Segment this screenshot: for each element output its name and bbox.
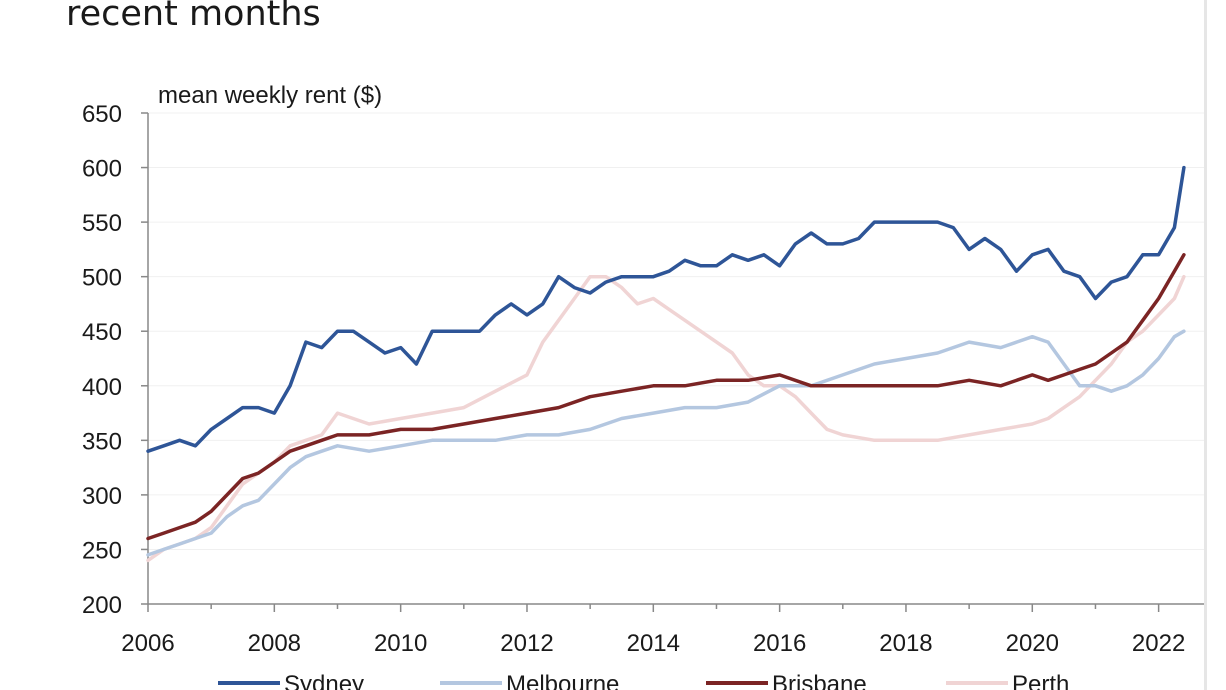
x-tick-label: 2012	[500, 630, 553, 657]
y-tick-label: 500	[82, 265, 122, 292]
axes	[141, 112, 1206, 612]
series-line-sydney	[146, 165, 1186, 453]
x-tick-label: 2020	[1006, 630, 1059, 657]
series-line-melbourne	[146, 329, 1186, 557]
legend-label-melbourne: Melbourne	[506, 671, 619, 690]
right-scroll-edge	[1204, 0, 1226, 690]
y-tick-label: 250	[82, 537, 122, 564]
grid-lines	[148, 112, 1206, 550]
y-tick-label: 550	[82, 210, 122, 237]
y-tick-label: 200	[82, 592, 122, 619]
y-tick-labels: 200 250 300 350 400 450 500 550 600 650	[82, 101, 122, 619]
series-lines	[146, 165, 1186, 563]
legend-label-brisbane: Brisbane	[772, 671, 867, 690]
x-tick-labels: 2006 2008 2010 2012 2014 2016 2018 2020 2022	[121, 630, 1185, 657]
x-tick-label: 2018	[879, 630, 932, 657]
x-tick-label: 2022	[1132, 630, 1185, 657]
x-tick-label: 2010	[374, 630, 427, 657]
x-tick-label: 2016	[753, 630, 806, 657]
series-line-perth	[146, 274, 1186, 563]
series-line-brisbane	[146, 253, 1186, 541]
y-tick-label: 350	[82, 428, 122, 455]
legend-label-sydney: Sydney	[284, 671, 364, 690]
legend-label-perth: Perth	[1012, 671, 1069, 690]
y-axis-label: mean weekly rent ($)	[158, 82, 382, 109]
x-tick-label: 2006	[121, 630, 174, 657]
legend: Sydney Melbourne Brisbane Perth	[218, 671, 1069, 690]
x-tick-label: 2008	[248, 630, 301, 657]
y-tick-label: 400	[82, 374, 122, 401]
chart-title-fragment: recent months	[66, 0, 321, 34]
x-tick-label: 2014	[627, 630, 680, 657]
y-tick-label: 450	[82, 319, 122, 346]
y-tick-label: 600	[82, 156, 122, 183]
y-tick-label: 300	[82, 483, 122, 510]
y-tick-label: 650	[82, 101, 122, 128]
